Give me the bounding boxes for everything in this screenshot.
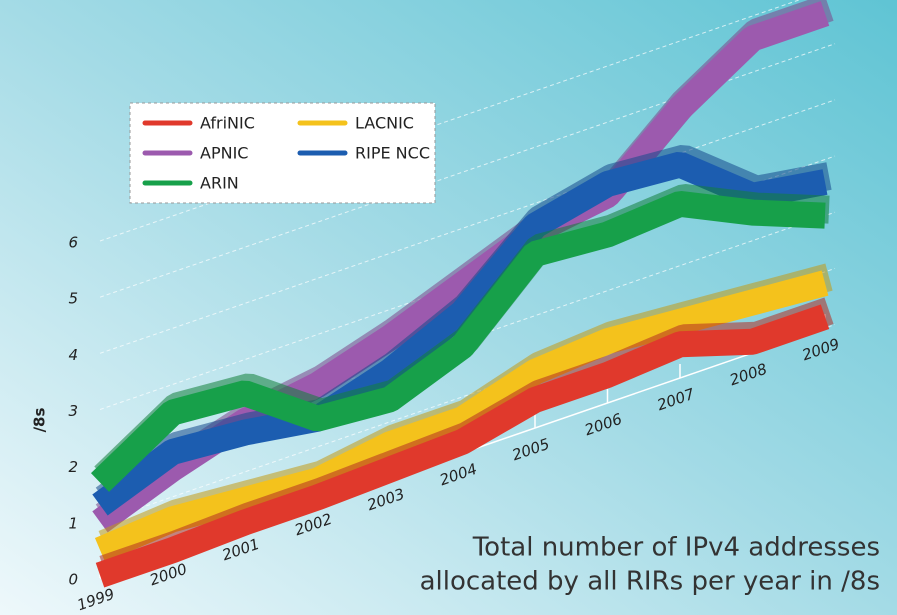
y-tick-label: 0 [68, 571, 78, 589]
legend: AfriNIC APNIC ARIN LACNIC RIPE NCC [129, 102, 436, 204]
legend-label: LACNIC [355, 114, 414, 133]
legend-label: ARIN [200, 174, 239, 193]
y-tick-label: 2 [68, 458, 78, 476]
y-axis-label: /8s [31, 408, 49, 433]
annotation: allocated by all RIRs per year in /8s [420, 567, 880, 597]
annotation: Total number of IPv4 addresses [472, 533, 880, 563]
ribbon [90, 190, 826, 492]
grid-line [99, 99, 836, 354]
y-tick-label: 6 [68, 234, 78, 252]
ribbon [95, 304, 830, 588]
ribbon [94, 270, 829, 562]
legend-label: AfriNIC [200, 114, 255, 133]
ribbon [92, 152, 828, 516]
legend-label: RIPE NCC [355, 144, 430, 163]
plot-area: 0123456199920002001200220032004200520062… [68, 0, 842, 614]
legend-label: APNIC [200, 144, 248, 163]
y-tick-label: 1 [68, 514, 78, 532]
y-tick-label: 5 [68, 290, 78, 308]
y-tick-label: 4 [68, 346, 78, 364]
y-tick-label: 3 [68, 402, 78, 420]
